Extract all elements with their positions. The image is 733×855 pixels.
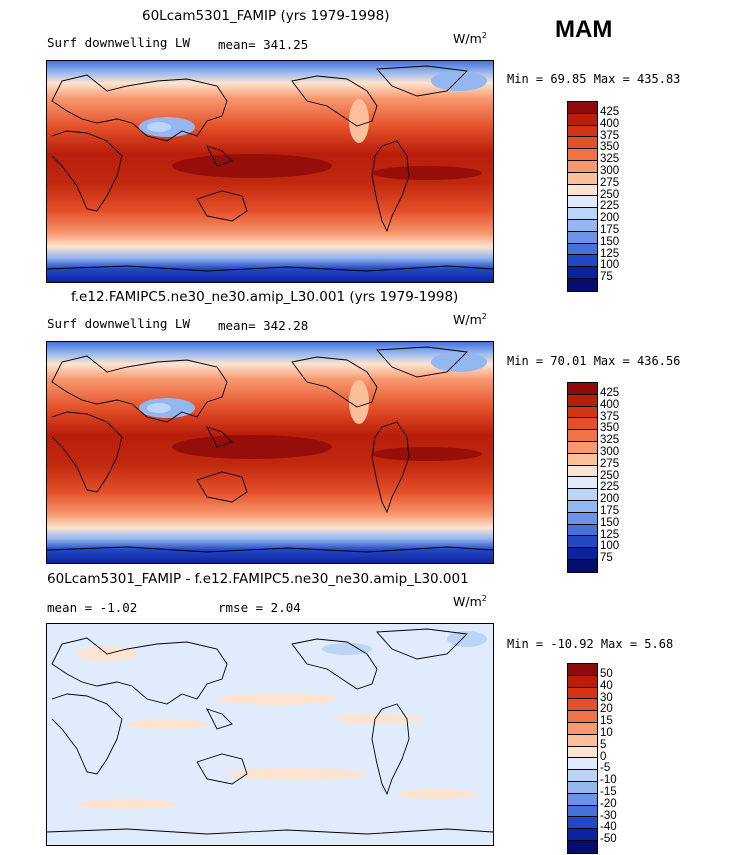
colorbar-swatch [568, 172, 597, 185]
colorbar-swatch [568, 278, 597, 291]
season-label: MAM [555, 16, 613, 43]
colorbar-swatch [568, 453, 597, 466]
colorbar-swatch [568, 441, 597, 454]
colorbar-swatch [568, 512, 597, 525]
colorbar-swatch [568, 746, 597, 759]
colorbar-swatch [568, 548, 597, 560]
colorbar-swatch [568, 536, 597, 549]
colorbar-swatch [568, 383, 597, 395]
panel2-title: f.e12.FAMIPC5.ne30_ne30.amip_L30.001 (yr… [71, 289, 459, 305]
panel2-minmax: Min = 70.01 Max = 436.56 [507, 354, 681, 368]
colorbar-swatch [568, 758, 597, 771]
colorbar-swatch [568, 840, 597, 853]
panel1-map [46, 60, 494, 283]
colorbar-swatch [568, 711, 597, 723]
panel2-mean-label: mean= 342.28 [218, 318, 309, 333]
colorbar-swatch [568, 675, 597, 688]
panel1-mean-label: mean= 341.25 [218, 37, 309, 52]
panel3-minmax: Min = -10.92 Max = 5.68 [507, 637, 674, 651]
colorbar-swatch [568, 687, 597, 700]
colorbar-swatch [568, 125, 597, 138]
panel2-colorbar [567, 382, 598, 573]
panel2-map [46, 341, 494, 564]
panel1-variable-label: Surf downwelling LW [47, 35, 190, 50]
colorbar-swatch [568, 102, 597, 114]
colorbar-swatch [568, 406, 597, 419]
panel1-coastlines [47, 65, 493, 272]
panel1-unit-label: W/m2 [453, 31, 487, 47]
colorbar-swatch [568, 113, 597, 126]
colorbar-swatch [568, 734, 597, 747]
colorbar-swatch [568, 489, 597, 501]
colorbar-swatch [568, 149, 597, 161]
panel2-unit-label: W/m2 [453, 312, 487, 328]
colorbar-swatch [568, 829, 597, 841]
colorbar-swatch [568, 524, 597, 537]
colorbar-swatch [568, 699, 597, 712]
colorbar-swatch [568, 465, 597, 478]
panel1-colorbar-labels: 425 400 375 350 325 300 275 250 225 200 175 150 … [600, 106, 620, 284]
colorbar-swatch [568, 793, 597, 806]
colorbar-swatch [568, 781, 597, 794]
colorbar-swatch [568, 805, 597, 818]
panel2-colorbar-labels: 425 400 375 350 325 300 275 250 225 200 175 150 … [600, 387, 620, 565]
panel2-variable-label: Surf downwelling LW [47, 316, 190, 331]
colorbar-swatch [568, 255, 597, 268]
colorbar-swatch [568, 231, 597, 244]
colorbar-swatch [568, 817, 597, 830]
colorbar-swatch [568, 137, 597, 150]
colorbar-swatch [568, 219, 597, 232]
panel3-coastlines [47, 628, 493, 835]
panel1-colorbar [567, 101, 598, 292]
panel1-title: 60Lcam5301_FAMIP (yrs 1979-1998) [142, 8, 390, 24]
colorbar-swatch [568, 243, 597, 256]
colorbar-swatch [568, 394, 597, 407]
colorbar-swatch [568, 418, 597, 431]
colorbar-swatch [568, 722, 597, 735]
colorbar-swatch [568, 559, 597, 572]
panel1-minmax: Min = 69.85 Max = 435.83 [507, 72, 681, 86]
panel3-rmse-label: rmse = 2.04 [218, 600, 301, 615]
colorbar-swatch [568, 770, 597, 782]
colorbar-swatch [568, 196, 597, 209]
colorbar-swatch [568, 184, 597, 197]
colorbar-swatch [568, 208, 597, 220]
colorbar-swatch [568, 160, 597, 173]
panel3-map [46, 623, 494, 846]
panel3-title: 60Lcam5301_FAMIP - f.e12.FAMIPC5.ne30_ne… [47, 571, 469, 587]
panel3-colorbar [567, 663, 598, 854]
panel2-coastlines [47, 346, 493, 553]
colorbar-swatch [568, 477, 597, 490]
panel3-unit-label: W/m2 [453, 594, 487, 610]
panel3-colorbar-labels: 50 40 30 20 15 10 5 0 -5 -10 -15 -20 -30 -40 -50 [600, 668, 617, 846]
colorbar-swatch [568, 267, 597, 279]
colorbar-swatch [568, 500, 597, 513]
colorbar-swatch [568, 664, 597, 676]
colorbar-swatch [568, 430, 597, 442]
panel3-mean-label: mean = -1.02 [47, 600, 138, 615]
